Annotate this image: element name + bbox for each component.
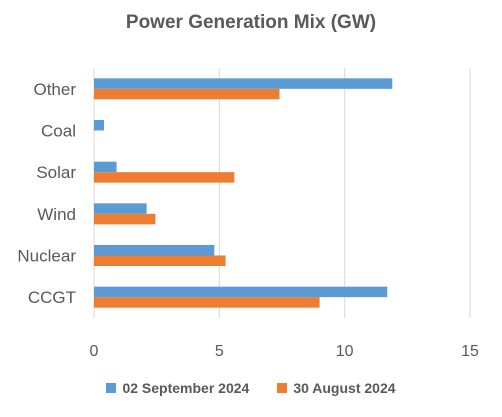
bar-solar-series-2	[94, 172, 235, 183]
bars	[94, 78, 393, 308]
legend-label-series-1: 02 September 2024	[122, 380, 250, 396]
category-label-other: Other	[33, 80, 76, 99]
x-tick-label-10: 10	[336, 343, 354, 360]
gridlines	[93, 68, 471, 318]
category-labels: Other Coal Solar Wind Nuclear CCGT	[17, 80, 76, 307]
x-tick-label-0: 0	[90, 343, 99, 360]
legend-swatch-series-2	[277, 383, 288, 393]
bar-ccgt-series-1	[94, 286, 388, 298]
bar-ccgt-series-2	[94, 297, 320, 308]
legend: 02 September 2024 30 August 2024	[0, 380, 502, 396]
category-label-coal: Coal	[41, 122, 76, 141]
legend-item-series-2: 30 August 2024	[277, 380, 396, 396]
legend-label-series-2: 30 August 2024	[293, 380, 396, 396]
x-tick-label-5: 5	[215, 343, 224, 360]
x-tick-labels: 0 5 10 15	[90, 343, 479, 360]
bar-other-series-2	[94, 88, 280, 100]
bar-nuclear-series-2	[94, 255, 226, 266]
chart-title: Power Generation Mix (GW)	[125, 12, 377, 33]
bar-wind-series-2	[94, 213, 156, 225]
bar-wind-series-1	[94, 203, 147, 214]
x-tick-label-15: 15	[461, 343, 479, 360]
category-label-ccgt: CCGT	[28, 288, 76, 307]
bar-solar-series-1	[94, 161, 117, 173]
category-label-solar: Solar	[36, 163, 76, 182]
legend-swatch-series-1	[106, 383, 117, 393]
bar-nuclear-series-1	[94, 245, 215, 256]
category-label-nuclear: Nuclear	[17, 247, 76, 266]
bar-other-series-1	[94, 78, 393, 89]
bar-coal-series-1	[94, 120, 105, 131]
category-label-wind: Wind	[37, 205, 76, 224]
legend-item-series-1: 02 September 2024	[106, 380, 249, 396]
